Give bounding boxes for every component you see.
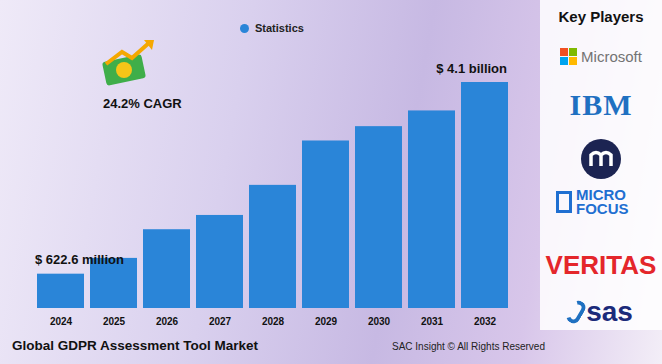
svg-text:2026: 2026 (156, 316, 179, 327)
html-text:IBM: IBM (569, 88, 633, 121)
html-text:sas: sas (586, 296, 633, 327)
svg-text:2031: 2031 (421, 316, 444, 327)
html-text:Key Players: Key Players (558, 8, 644, 25)
svg-text:2024: 2024 (50, 316, 73, 327)
svg-text:2032: 2032 (474, 316, 497, 327)
html-text:VERITAS: VERITAS (545, 250, 657, 280)
svg-text:2027: 2027 (209, 316, 232, 327)
svg-text:2025: 2025 (103, 316, 126, 327)
svg-text:$ 4.1 billion: $ 4.1 billion (436, 61, 507, 76)
html-text:Global GDPR Assessment Tool Ma: Global GDPR Assessment Tool Market (12, 338, 259, 353)
html-text:Microsoft: Microsoft (581, 48, 642, 65)
html-text:SAC Insight © All Rights Reser: SAC Insight © All Rights Reserved (392, 341, 545, 352)
svg-text:$ 622.6 million: $ 622.6 million (35, 252, 124, 267)
html-text:MICRO FOCUS: MICRO FOCUS (576, 186, 629, 217)
html-text:Statistics: Statistics (255, 22, 304, 34)
svg-text:2029: 2029 (315, 316, 338, 327)
html-text:24.2% CAGR: 24.2% CAGR (103, 96, 182, 111)
svg-text:2030: 2030 (368, 316, 391, 327)
svg-text:2028: 2028 (262, 316, 285, 327)
